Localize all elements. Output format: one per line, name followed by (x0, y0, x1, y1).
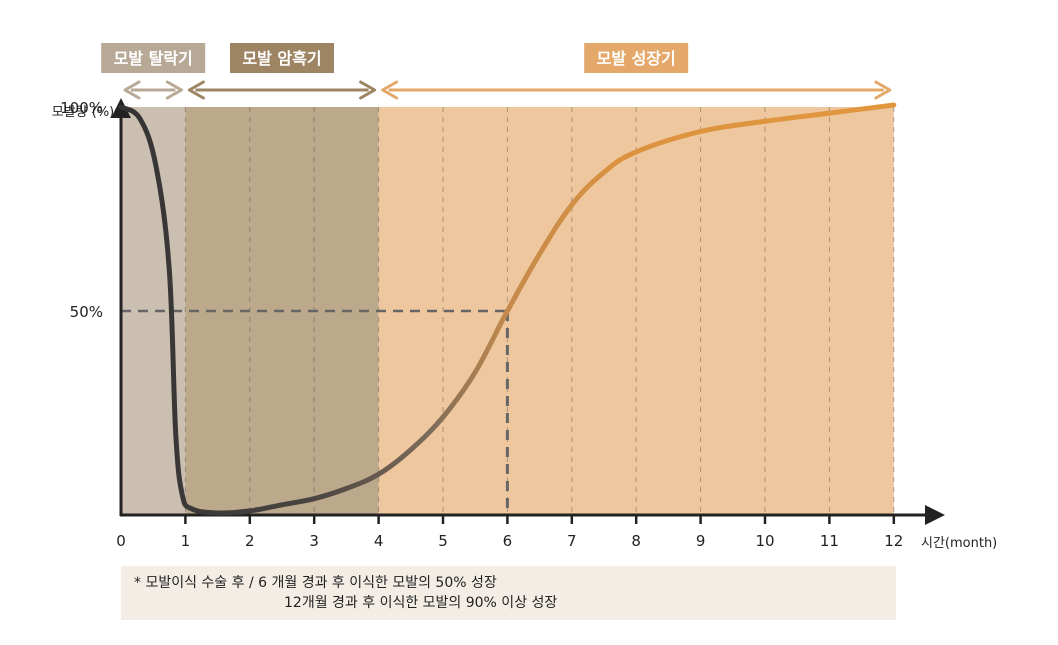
footnote-box: * 모발이식 수술 후 / 6 개월 경과 후 이식한 모발의 50% 성장 1… (121, 566, 896, 620)
phase-label-box-0 (101, 43, 206, 73)
x-tick-label-9: 9 (696, 532, 706, 550)
phase-label-0: 모발 탈락기 (114, 49, 193, 68)
phase-label-2: 모발 성장기 (597, 49, 676, 68)
x-tick-label-2: 2 (245, 532, 255, 550)
phase-arrow-right-head-0 (165, 80, 183, 100)
phase-label-box-2 (584, 43, 689, 73)
x-tick-label-3: 3 (309, 532, 319, 550)
footnote-line-2: 12개월 경과 후 이식한 모발의 90% 이상 성장 (284, 595, 558, 611)
x-tick-label-7: 7 (567, 532, 577, 550)
x-tick-label-12: 12 (884, 532, 903, 550)
phase-arrow-right-head-1 (359, 80, 377, 100)
phase-label-1: 모발 암흑기 (242, 49, 321, 68)
y-axis-title: 모발량 (%) (52, 105, 115, 120)
x-tick-label-10: 10 (755, 532, 774, 550)
x-tick-label-5: 5 (438, 532, 448, 550)
x-tick-label-0: 0 (116, 532, 126, 550)
x-axis-arrowhead (925, 505, 945, 525)
phase-arrow-right-head-2 (874, 80, 892, 100)
phase-arrow-left-head-2 (381, 80, 399, 100)
x-tick-label-1: 1 (181, 532, 191, 550)
x-tick-label-11: 11 (820, 532, 839, 550)
y-tick-label-100pct: 100% (60, 99, 103, 117)
phase-arrow-left-head-0 (123, 80, 141, 100)
x-axis-title: 시간(month) (921, 536, 997, 551)
x-tick-label-6: 6 (503, 532, 513, 550)
y-tick-label-50pct: 50% (70, 303, 103, 321)
x-tick-label-8: 8 (631, 532, 641, 550)
hair-amount-curve (118, 102, 897, 516)
footnote-line-1: * 모발이식 수술 후 / 6 개월 경과 후 이식한 모발의 50% 성장 (134, 575, 497, 591)
phase-arrow-left-head-1 (187, 80, 205, 100)
x-tick-label-4: 4 (374, 532, 384, 550)
phase-label-box-1 (230, 43, 334, 73)
